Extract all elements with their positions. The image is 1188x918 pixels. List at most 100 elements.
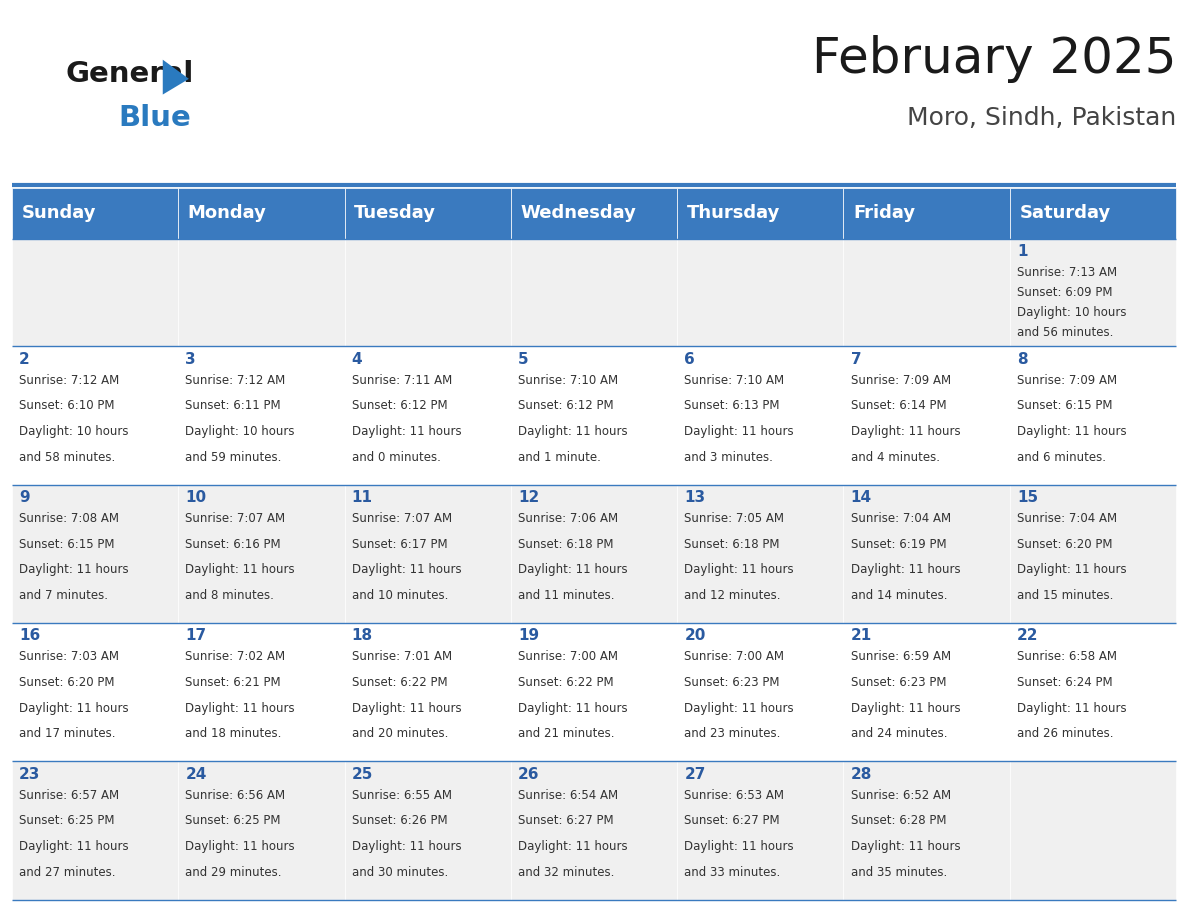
Text: 27: 27 — [684, 767, 706, 782]
Bar — [843, 188, 1010, 239]
Text: Sunset: 6:21 PM: Sunset: 6:21 PM — [185, 676, 280, 689]
Text: Sunset: 6:20 PM: Sunset: 6:20 PM — [1017, 538, 1112, 551]
Text: and 15 minutes.: and 15 minutes. — [1017, 589, 1113, 602]
Text: Sunrise: 7:10 AM: Sunrise: 7:10 AM — [518, 374, 618, 386]
Text: Sunrise: 7:01 AM: Sunrise: 7:01 AM — [352, 651, 451, 664]
Bar — [178, 623, 345, 761]
Text: Daylight: 11 hours: Daylight: 11 hours — [851, 701, 960, 715]
Bar — [677, 346, 843, 485]
Text: Thursday: Thursday — [687, 205, 781, 222]
Bar — [1010, 761, 1176, 900]
Text: Sunday: Sunday — [21, 205, 96, 222]
Bar — [12, 485, 178, 623]
Text: Daylight: 11 hours: Daylight: 11 hours — [352, 840, 461, 853]
Bar — [345, 761, 511, 900]
Text: Sunset: 6:23 PM: Sunset: 6:23 PM — [851, 676, 946, 689]
Text: Daylight: 11 hours: Daylight: 11 hours — [518, 701, 627, 715]
Text: Tuesday: Tuesday — [354, 205, 436, 222]
Text: Sunrise: 7:12 AM: Sunrise: 7:12 AM — [185, 374, 285, 386]
Text: Daylight: 11 hours: Daylight: 11 hours — [185, 840, 295, 853]
Text: Sunset: 6:15 PM: Sunset: 6:15 PM — [1017, 399, 1112, 412]
Text: and 56 minutes.: and 56 minutes. — [1017, 326, 1113, 339]
Bar — [843, 761, 1010, 900]
Text: Sunrise: 6:53 AM: Sunrise: 6:53 AM — [684, 789, 784, 801]
Text: Daylight: 11 hours: Daylight: 11 hours — [185, 564, 295, 577]
Bar — [677, 485, 843, 623]
Text: Sunrise: 7:08 AM: Sunrise: 7:08 AM — [19, 512, 119, 525]
Text: and 0 minutes.: and 0 minutes. — [352, 451, 441, 464]
Text: and 21 minutes.: and 21 minutes. — [518, 727, 614, 740]
Text: Daylight: 11 hours: Daylight: 11 hours — [851, 840, 960, 853]
Text: Daylight: 11 hours: Daylight: 11 hours — [684, 701, 794, 715]
Text: 28: 28 — [851, 767, 872, 782]
Text: and 29 minutes.: and 29 minutes. — [185, 866, 282, 879]
Text: 9: 9 — [19, 490, 30, 505]
Text: 25: 25 — [352, 767, 373, 782]
Text: Sunset: 6:19 PM: Sunset: 6:19 PM — [851, 538, 946, 551]
Text: and 27 minutes.: and 27 minutes. — [19, 866, 115, 879]
Bar — [1010, 346, 1176, 485]
Text: Sunrise: 6:55 AM: Sunrise: 6:55 AM — [352, 789, 451, 801]
Text: and 3 minutes.: and 3 minutes. — [684, 451, 773, 464]
Text: Sunrise: 7:05 AM: Sunrise: 7:05 AM — [684, 512, 784, 525]
Text: Friday: Friday — [853, 205, 915, 222]
Text: Sunrise: 6:56 AM: Sunrise: 6:56 AM — [185, 789, 285, 801]
Text: 8: 8 — [1017, 352, 1028, 367]
Bar — [345, 346, 511, 485]
Text: Sunset: 6:15 PM: Sunset: 6:15 PM — [19, 538, 114, 551]
Text: 10: 10 — [185, 490, 207, 505]
Bar — [178, 239, 345, 346]
Text: and 10 minutes.: and 10 minutes. — [352, 589, 448, 602]
Polygon shape — [163, 60, 189, 95]
Text: Daylight: 11 hours: Daylight: 11 hours — [1017, 701, 1126, 715]
Text: and 59 minutes.: and 59 minutes. — [185, 451, 282, 464]
Text: 26: 26 — [518, 767, 539, 782]
Text: 7: 7 — [851, 352, 861, 367]
Text: Daylight: 10 hours: Daylight: 10 hours — [1017, 306, 1126, 319]
Text: and 24 minutes.: and 24 minutes. — [851, 727, 947, 740]
Text: Sunrise: 7:09 AM: Sunrise: 7:09 AM — [851, 374, 950, 386]
Text: 1: 1 — [1017, 244, 1028, 259]
Text: and 20 minutes.: and 20 minutes. — [352, 727, 448, 740]
Bar — [345, 623, 511, 761]
Text: Blue: Blue — [119, 104, 191, 132]
Text: 21: 21 — [851, 629, 872, 644]
Text: Sunset: 6:14 PM: Sunset: 6:14 PM — [851, 399, 946, 412]
Text: Sunrise: 6:54 AM: Sunrise: 6:54 AM — [518, 789, 618, 801]
Text: Sunrise: 7:00 AM: Sunrise: 7:00 AM — [518, 651, 618, 664]
Text: and 17 minutes.: and 17 minutes. — [19, 727, 115, 740]
Text: and 1 minute.: and 1 minute. — [518, 451, 601, 464]
Text: Sunset: 6:11 PM: Sunset: 6:11 PM — [185, 399, 280, 412]
Text: Daylight: 11 hours: Daylight: 11 hours — [19, 701, 128, 715]
Bar — [1010, 188, 1176, 239]
Bar — [511, 188, 677, 239]
Text: Daylight: 11 hours: Daylight: 11 hours — [352, 701, 461, 715]
Text: Daylight: 11 hours: Daylight: 11 hours — [684, 840, 794, 853]
Bar — [178, 761, 345, 900]
Text: Moro, Sindh, Pakistan: Moro, Sindh, Pakistan — [906, 106, 1176, 129]
Text: Sunrise: 6:59 AM: Sunrise: 6:59 AM — [851, 651, 950, 664]
Text: and 58 minutes.: and 58 minutes. — [19, 451, 115, 464]
Text: Sunrise: 7:07 AM: Sunrise: 7:07 AM — [185, 512, 285, 525]
Text: and 30 minutes.: and 30 minutes. — [352, 866, 448, 879]
Text: Daylight: 11 hours: Daylight: 11 hours — [1017, 425, 1126, 438]
Text: 16: 16 — [19, 629, 40, 644]
Text: Sunset: 6:12 PM: Sunset: 6:12 PM — [518, 399, 613, 412]
Text: Sunset: 6:27 PM: Sunset: 6:27 PM — [518, 814, 613, 827]
Text: Sunrise: 7:10 AM: Sunrise: 7:10 AM — [684, 374, 784, 386]
Text: 12: 12 — [518, 490, 539, 505]
Text: and 32 minutes.: and 32 minutes. — [518, 866, 614, 879]
Text: Daylight: 11 hours: Daylight: 11 hours — [19, 840, 128, 853]
Bar — [178, 485, 345, 623]
Bar — [511, 623, 677, 761]
Text: Daylight: 11 hours: Daylight: 11 hours — [851, 564, 960, 577]
Bar — [511, 346, 677, 485]
Text: Sunrise: 7:09 AM: Sunrise: 7:09 AM — [1017, 374, 1117, 386]
Text: and 23 minutes.: and 23 minutes. — [684, 727, 781, 740]
Text: Sunset: 6:17 PM: Sunset: 6:17 PM — [352, 538, 447, 551]
Text: Sunrise: 6:52 AM: Sunrise: 6:52 AM — [851, 789, 950, 801]
Text: 15: 15 — [1017, 490, 1038, 505]
Text: 17: 17 — [185, 629, 207, 644]
Text: Sunrise: 7:00 AM: Sunrise: 7:00 AM — [684, 651, 784, 664]
Text: Monday: Monday — [188, 205, 266, 222]
